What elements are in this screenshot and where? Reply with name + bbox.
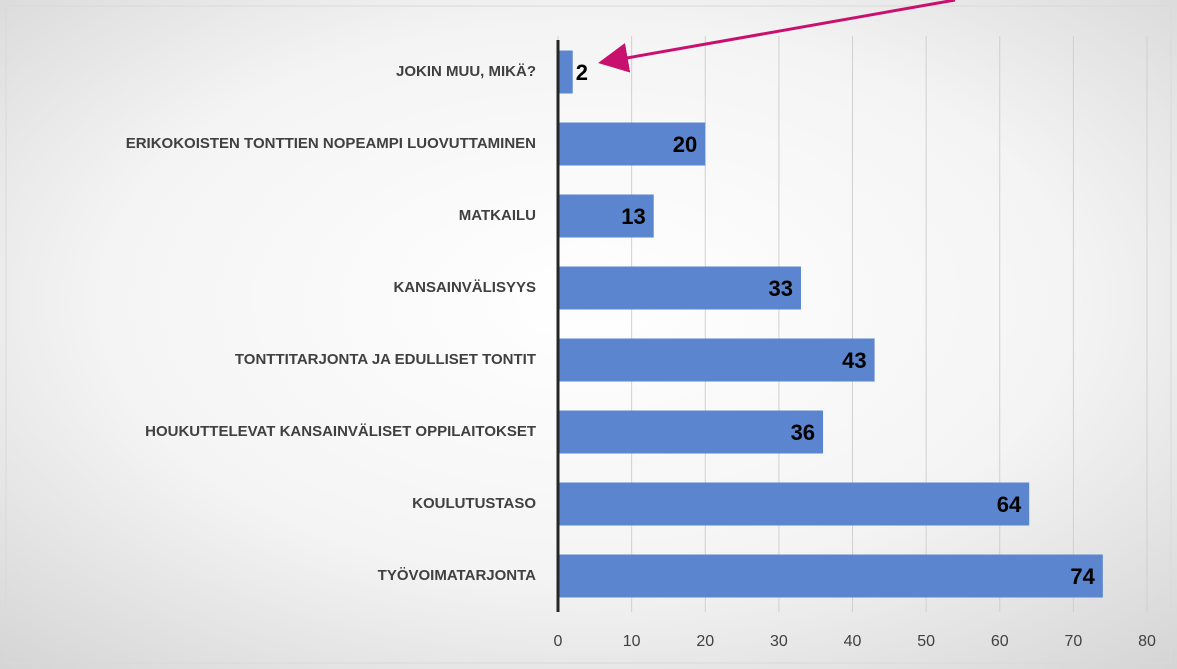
y-tick-label: TYÖVOIMATARJONTA	[378, 567, 536, 584]
y-tick-label: KOULUTUSTASO	[412, 495, 536, 512]
data-label: 43	[842, 348, 866, 373]
y-tick-label: ERIKOKOISTEN TONTTIEN NOPEAMPI LUOVUTTAM…	[126, 135, 536, 152]
bar	[558, 482, 1030, 526]
data-label: 13	[621, 204, 645, 229]
y-tick-label: JOKIN MUU, MIKÄ?	[396, 63, 536, 80]
x-tick-label: 10	[623, 633, 641, 650]
data-label: 2	[576, 60, 588, 85]
data-label: 74	[1070, 564, 1095, 589]
bar	[558, 122, 706, 166]
bar	[558, 50, 573, 94]
y-tick-label: KANSAINVÄLISYYS	[393, 279, 536, 296]
x-tick-label: 0	[554, 633, 563, 650]
x-tick-label: 70	[1064, 633, 1082, 650]
data-label: 64	[997, 492, 1022, 517]
bar	[558, 410, 824, 454]
y-tick-label: TONTTITARJONTA JA EDULLISET TONTIT	[235, 351, 536, 368]
y-tick-label: MATKAILU	[459, 207, 536, 224]
arrow	[598, 0, 956, 73]
bar	[558, 266, 801, 310]
data-label: 36	[791, 420, 815, 445]
frame	[5, 5, 1172, 664]
data-label: 33	[768, 276, 792, 301]
data-label: 20	[673, 132, 697, 157]
bar	[558, 194, 654, 238]
y-tick-label: HOUKUTTELEVAT KANSAINVÄLISET OPPILAITOKS…	[145, 423, 536, 440]
bar	[558, 554, 1103, 598]
x-tick-label: 30	[770, 633, 788, 650]
x-tick-label: 40	[844, 633, 862, 650]
x-tick-label: 50	[917, 633, 935, 650]
x-tick-label: 20	[696, 633, 714, 650]
bar	[558, 338, 875, 382]
x-tick-label: 60	[991, 633, 1009, 650]
x-tick-label: 80	[1138, 633, 1156, 650]
